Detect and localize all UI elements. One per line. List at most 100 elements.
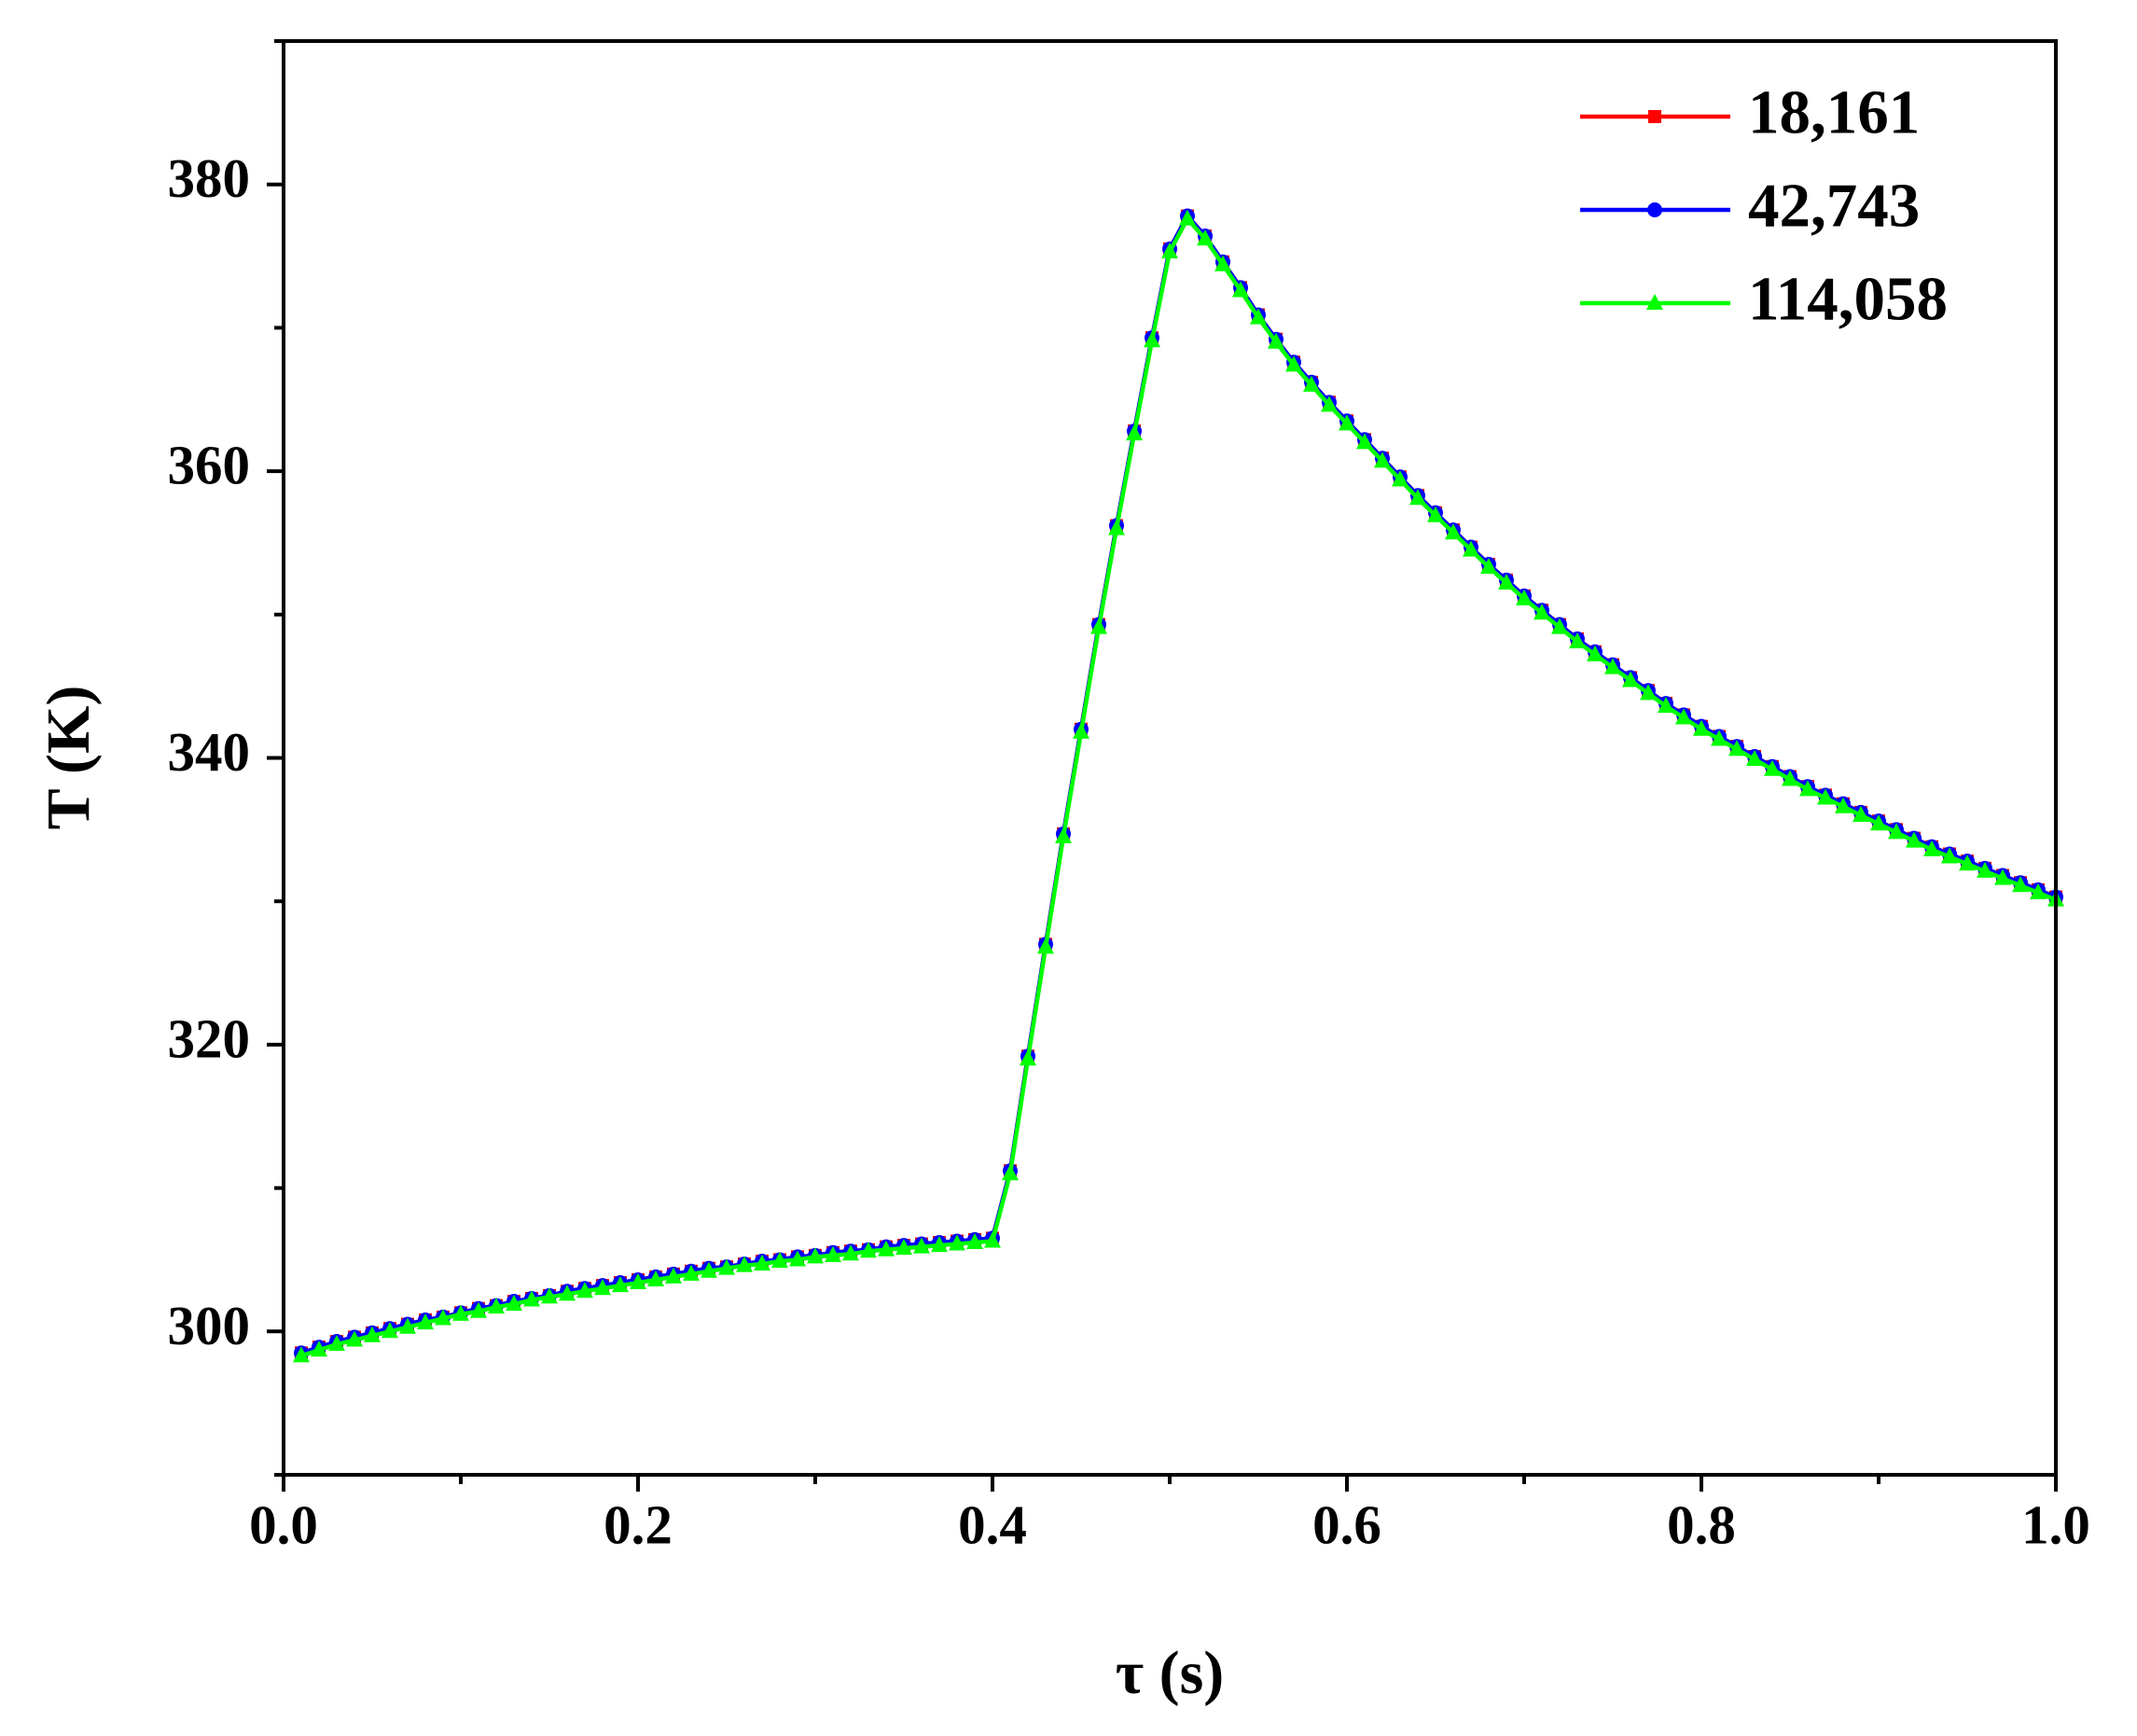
marker bbox=[842, 1244, 859, 1261]
marker bbox=[1214, 255, 1231, 271]
marker bbox=[559, 1285, 576, 1301]
marker bbox=[1055, 827, 1072, 844]
x-tick-label: 0.2 bbox=[604, 1494, 673, 1556]
marker bbox=[417, 1313, 434, 1330]
legend-label: 42,743 bbox=[1748, 171, 1920, 240]
marker bbox=[825, 1245, 841, 1262]
marker bbox=[1569, 632, 1586, 649]
legend-marker bbox=[1647, 202, 1662, 217]
marker bbox=[1179, 209, 1196, 226]
marker bbox=[1799, 780, 1816, 797]
marker bbox=[1250, 308, 1267, 325]
marker bbox=[736, 1256, 753, 1272]
marker bbox=[1339, 414, 1355, 431]
marker bbox=[895, 1239, 912, 1256]
legend-label: 18,161 bbox=[1748, 77, 1920, 146]
marker bbox=[1941, 847, 1958, 864]
marker bbox=[630, 1273, 646, 1290]
marker bbox=[754, 1255, 770, 1271]
marker bbox=[1782, 770, 1798, 786]
marker bbox=[860, 1242, 877, 1258]
marker bbox=[506, 1295, 522, 1312]
marker bbox=[576, 1282, 593, 1299]
marker bbox=[612, 1276, 629, 1293]
marker bbox=[1409, 489, 1426, 506]
marker bbox=[1480, 558, 1497, 575]
marker bbox=[789, 1250, 806, 1267]
marker bbox=[1356, 433, 1373, 450]
marker bbox=[1675, 708, 1692, 725]
marker bbox=[718, 1258, 735, 1275]
marker bbox=[346, 1330, 363, 1347]
marker bbox=[1463, 540, 1479, 557]
marker bbox=[1835, 797, 1852, 813]
marker bbox=[807, 1247, 824, 1264]
marker bbox=[1126, 424, 1143, 441]
x-tick-label: 0.4 bbox=[958, 1494, 1027, 1556]
x-tick-label: 1.0 bbox=[2021, 1494, 2090, 1556]
marker bbox=[328, 1335, 345, 1352]
x-tick-label: 0.6 bbox=[1312, 1494, 1381, 1556]
marker bbox=[1959, 854, 1976, 871]
x-axis-title: τ (s) bbox=[1116, 1639, 1225, 1707]
series-line bbox=[300, 215, 2057, 1358]
marker bbox=[1711, 729, 1728, 746]
legend-marker bbox=[1646, 294, 1663, 310]
marker bbox=[683, 1264, 700, 1281]
marker bbox=[1161, 242, 1178, 258]
marker bbox=[1994, 868, 2011, 885]
marker bbox=[311, 1340, 327, 1357]
marker bbox=[931, 1236, 948, 1253]
marker bbox=[1374, 451, 1391, 468]
marker bbox=[1108, 519, 1125, 535]
marker bbox=[1303, 375, 1320, 392]
marker bbox=[293, 1346, 310, 1363]
marker bbox=[1764, 759, 1781, 776]
marker bbox=[1268, 332, 1284, 349]
marker bbox=[1658, 697, 1674, 714]
marker bbox=[2012, 876, 2029, 893]
marker bbox=[541, 1287, 558, 1304]
marker bbox=[452, 1304, 469, 1321]
marker bbox=[1427, 506, 1444, 522]
marker bbox=[1551, 618, 1568, 634]
marker bbox=[594, 1279, 611, 1296]
marker bbox=[771, 1251, 788, 1268]
marker bbox=[1090, 618, 1107, 634]
legend-marker bbox=[1648, 110, 1661, 123]
marker bbox=[1622, 671, 1639, 687]
marker bbox=[523, 1290, 540, 1307]
marker bbox=[913, 1237, 930, 1254]
marker bbox=[1516, 589, 1533, 605]
marker bbox=[1002, 1164, 1019, 1181]
marker bbox=[1533, 604, 1550, 620]
marker bbox=[966, 1233, 983, 1250]
marker bbox=[1853, 805, 1869, 822]
x-tick-label: 0.8 bbox=[1667, 1494, 1736, 1556]
marker bbox=[1870, 814, 1887, 831]
y-tick-label: 340 bbox=[168, 721, 251, 783]
marker bbox=[1923, 840, 1940, 856]
marker bbox=[1144, 331, 1160, 348]
marker bbox=[399, 1317, 416, 1334]
y-tick-label: 380 bbox=[168, 147, 251, 209]
marker bbox=[1728, 740, 1745, 757]
marker bbox=[435, 1309, 451, 1326]
marker bbox=[488, 1298, 505, 1314]
x-tick-label: 0.0 bbox=[249, 1494, 318, 1556]
marker bbox=[1073, 722, 1089, 739]
y-axis-title: T (K) bbox=[35, 686, 103, 830]
marker bbox=[1906, 831, 1922, 848]
plot-frame bbox=[282, 39, 2058, 1477]
marker bbox=[1285, 355, 1302, 372]
marker bbox=[1817, 788, 1834, 805]
marker bbox=[1020, 1049, 1036, 1066]
marker bbox=[1888, 823, 1905, 840]
y-tick-label: 320 bbox=[168, 1007, 251, 1069]
marker bbox=[470, 1301, 487, 1318]
marker bbox=[1746, 750, 1763, 767]
marker bbox=[1232, 281, 1249, 298]
marker bbox=[1445, 523, 1462, 540]
marker bbox=[1640, 684, 1657, 701]
